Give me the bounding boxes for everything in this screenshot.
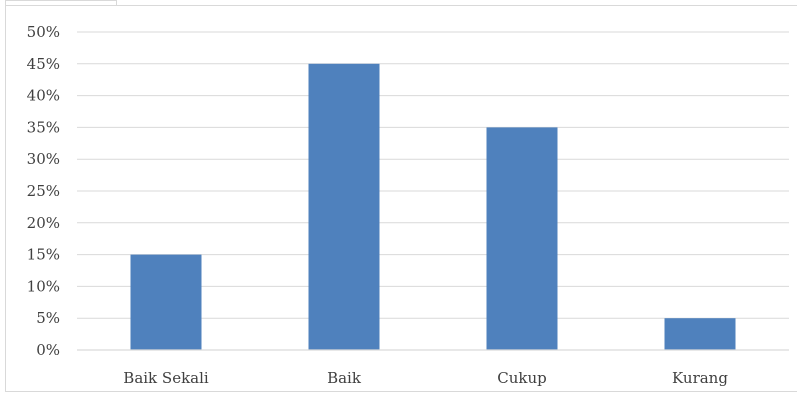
y-tick-label: 25%	[27, 182, 60, 200]
y-tick-label: 0%	[36, 341, 60, 359]
y-tick-label: 30%	[27, 150, 60, 168]
x-category-label: Baik Sekali	[123, 369, 209, 387]
y-tick-label: 50%	[27, 23, 60, 41]
x-category-label: Kurang	[672, 369, 728, 387]
x-category-label: Cukup	[497, 369, 547, 387]
bars	[130, 63, 736, 351]
x-category-label: Baik	[327, 369, 362, 387]
chart-frame-tab	[5, 0, 117, 5]
bar	[130, 254, 202, 350]
y-tick-label: 15%	[27, 246, 60, 264]
y-tick-label: 20%	[27, 214, 60, 232]
bar	[664, 318, 736, 350]
y-axis-tick-labels: 0% 5% 10% 15% 20% 25% 30% 35% 40% 45% 50%	[27, 23, 60, 359]
y-tick-label: 35%	[27, 118, 60, 136]
bar	[486, 127, 558, 351]
y-tick-label: 40%	[27, 87, 60, 105]
y-tick-label: 5%	[36, 309, 60, 327]
y-tick-label: 10%	[27, 277, 60, 295]
y-tick-label: 45%	[27, 55, 60, 73]
x-axis-category-labels: Baik Sekali Baik Cukup Kurang	[123, 369, 728, 387]
bar	[308, 63, 380, 351]
